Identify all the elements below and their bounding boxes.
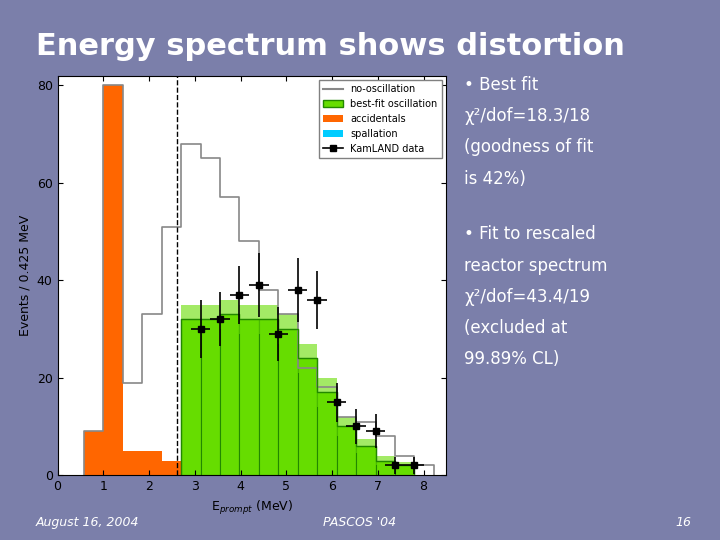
Legend: no-oscillation, best-fit oscillation, accidentals, spallation, KamLAND data: no-oscillation, best-fit oscillation, ac… bbox=[319, 80, 441, 158]
Bar bbox=[337, 427, 356, 475]
Bar bbox=[162, 461, 181, 475]
Text: August 16, 2004: August 16, 2004 bbox=[36, 516, 140, 529]
Bar bbox=[181, 319, 201, 475]
Bar bbox=[318, 393, 337, 475]
Bar bbox=[201, 319, 220, 475]
Bar bbox=[240, 472, 259, 475]
Y-axis label: Events / 0.425 MeV: Events / 0.425 MeV bbox=[18, 215, 31, 336]
Text: Energy spectrum shows distortion: Energy spectrum shows distortion bbox=[36, 32, 625, 62]
Bar bbox=[181, 472, 201, 475]
Bar bbox=[220, 472, 240, 475]
Text: • Fit to rescaled: • Fit to rescaled bbox=[464, 225, 596, 243]
Bar bbox=[181, 465, 201, 475]
Bar bbox=[259, 319, 279, 475]
Bar bbox=[279, 329, 298, 475]
Bar bbox=[240, 319, 259, 475]
Text: is 42%): is 42%) bbox=[464, 170, 526, 187]
Bar bbox=[259, 472, 279, 475]
Text: reactor spectrum: reactor spectrum bbox=[464, 256, 608, 274]
X-axis label: E$_{prompt}$ (MeV): E$_{prompt}$ (MeV) bbox=[211, 498, 293, 517]
Bar bbox=[356, 446, 376, 475]
Text: PASCOS '04: PASCOS '04 bbox=[323, 516, 397, 529]
Bar bbox=[84, 431, 104, 475]
Text: • Best fit: • Best fit bbox=[464, 76, 539, 93]
Text: 99.89% CL): 99.89% CL) bbox=[464, 350, 559, 368]
Bar bbox=[376, 461, 395, 475]
Text: χ²/dof=18.3/18: χ²/dof=18.3/18 bbox=[464, 107, 590, 125]
Text: 16: 16 bbox=[675, 516, 691, 529]
Bar bbox=[395, 465, 415, 475]
Bar bbox=[220, 314, 240, 475]
Bar bbox=[201, 472, 220, 475]
Bar bbox=[298, 358, 318, 475]
Bar bbox=[104, 85, 123, 475]
Bar bbox=[298, 474, 318, 475]
Bar bbox=[123, 451, 143, 475]
Bar bbox=[143, 451, 162, 475]
Text: χ²/dof=43.4/19: χ²/dof=43.4/19 bbox=[464, 288, 590, 306]
Bar bbox=[279, 472, 298, 475]
Text: (excluded at: (excluded at bbox=[464, 319, 568, 337]
Text: (goodness of fit: (goodness of fit bbox=[464, 138, 594, 156]
